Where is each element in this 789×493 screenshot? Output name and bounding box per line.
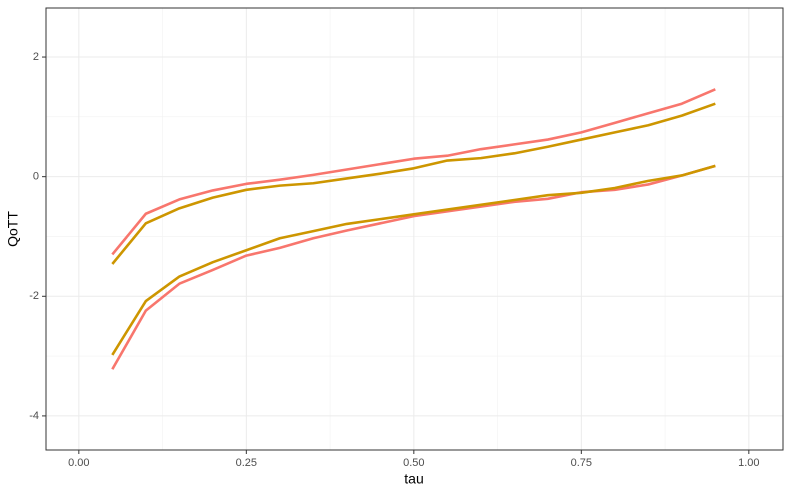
y-tick-label: -2	[29, 290, 39, 302]
x-tick-label: 1.00	[738, 457, 759, 469]
series-line	[111, 88, 716, 256]
series-line	[111, 102, 716, 265]
y-axis-title: QoTT	[5, 211, 21, 247]
x-tick-label: 0.25	[236, 457, 257, 469]
y-tick-label: 2	[33, 51, 39, 63]
y-tick-label: 0	[33, 171, 39, 183]
series-line	[111, 164, 716, 356]
x-tick-label: 0.00	[68, 457, 89, 469]
series-line	[111, 164, 716, 370]
y-tick-label: -4	[29, 410, 39, 422]
x-axis-title: tau	[404, 471, 423, 487]
panel-border	[45, 7, 784, 451]
x-tick-label: 0.75	[571, 457, 592, 469]
x-tick-label: 0.50	[403, 457, 424, 469]
